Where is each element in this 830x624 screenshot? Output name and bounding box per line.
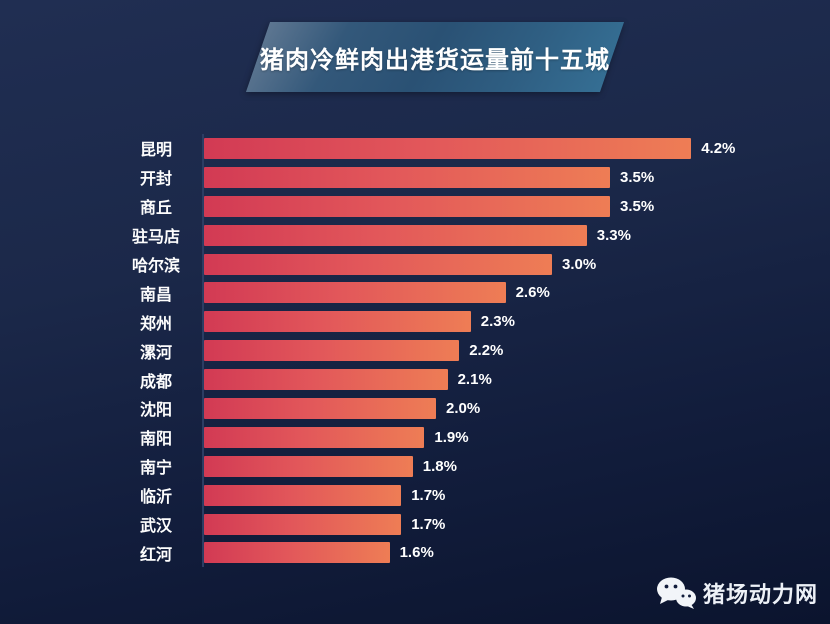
chart-row: 武汉 1.7% <box>0 509 830 539</box>
city-label: 南宁 <box>139 460 172 478</box>
bar-track: 2.6% <box>202 278 830 308</box>
bar-track: 3.5% <box>202 162 830 192</box>
chart-row: 哈尔滨 3.0% <box>0 249 830 279</box>
bar-track: 3.3% <box>202 220 830 250</box>
chart-row: 成都 2.1% <box>0 365 830 395</box>
value-label: 3.5% <box>620 168 655 186</box>
chart-row: 郑州 2.3% <box>0 307 830 337</box>
city-label: 南昌 <box>139 286 172 304</box>
bar <box>204 340 460 362</box>
bar-track: 2.2% <box>202 336 830 366</box>
bar-track: 1.6% <box>202 538 830 568</box>
bar-track: 1.8% <box>202 451 830 481</box>
value-label: 2.0% <box>446 399 481 417</box>
chart-row: 沈阳 2.0% <box>0 394 830 423</box>
bar-track: 1.7% <box>202 509 830 539</box>
bar-track: 3.0% <box>202 249 830 279</box>
value-label: 1.8% <box>422 457 457 475</box>
city-label: 红河 <box>139 546 172 564</box>
city-label: 昆明 <box>139 142 172 160</box>
city-label: 商丘 <box>139 200 172 218</box>
chart-row: 临沂 1.7% <box>0 480 830 510</box>
chart-row: 南阳 1.9% <box>0 422 830 452</box>
value-label: 4.2% <box>701 139 736 157</box>
value-label: 1.7% <box>411 486 446 504</box>
chart-row: 商丘 3.5% <box>0 191 830 221</box>
city-label: 成都 <box>139 373 172 391</box>
bar-track: 2.0% <box>202 394 830 423</box>
bar-track: 4.2% <box>202 134 830 163</box>
value-label: 3.3% <box>596 226 631 244</box>
value-label: 1.6% <box>399 544 434 562</box>
bar <box>204 397 436 419</box>
city-label: 驻马店 <box>131 229 180 247</box>
value-label: 2.3% <box>480 313 515 331</box>
wechat-icon <box>655 576 697 610</box>
bar-chart: 昆明 4.2% 开封 3.5% 商丘 3.5% 驻马店 3.3% 哈尔滨 3.0% 南昌 2.6% 郑州… <box>0 134 830 568</box>
bar <box>204 224 587 246</box>
bar-track: 2.1% <box>202 365 830 395</box>
chart-row: 漯河 2.2% <box>0 336 830 366</box>
bar <box>204 513 402 535</box>
bar <box>204 369 448 391</box>
value-label: 2.6% <box>515 284 550 302</box>
chart-row: 红河 1.6% <box>0 538 830 568</box>
title-banner: 猪肉冷鲜肉出港货运量前十五城 <box>245 22 625 92</box>
city-label: 哈尔滨 <box>131 258 180 275</box>
bar-track: 2.3% <box>202 307 830 337</box>
chart-row: 南昌 2.6% <box>0 278 830 308</box>
bar <box>204 166 610 188</box>
value-label: 3.5% <box>620 197 655 215</box>
city-label: 郑州 <box>139 315 172 333</box>
value-label: 1.9% <box>434 428 469 446</box>
city-label: 临沂 <box>139 489 172 507</box>
bar-track: 1.7% <box>202 480 830 510</box>
chart-row: 开封 3.5% <box>0 162 830 192</box>
page-title: 猪肉冷鲜肉出港货运量前十五城 <box>260 46 610 74</box>
bar <box>204 253 552 275</box>
bar <box>204 484 402 506</box>
bar <box>204 311 471 333</box>
chart-row: 驻马店 3.3% <box>0 220 830 250</box>
city-label: 南阳 <box>139 431 172 449</box>
brand-footer: 猪场动力网 <box>655 576 818 610</box>
value-label: 2.2% <box>469 342 504 360</box>
city-label: 武汉 <box>139 518 172 536</box>
bar-track: 1.9% <box>202 422 830 452</box>
value-label: 3.0% <box>562 255 597 273</box>
value-label: 2.1% <box>457 371 492 389</box>
chart-row: 南宁 1.8% <box>0 451 830 481</box>
bar <box>204 195 610 217</box>
value-label: 1.7% <box>411 515 446 533</box>
city-label: 开封 <box>139 171 172 189</box>
bar <box>204 137 692 159</box>
bar <box>204 282 506 304</box>
bar-track: 3.5% <box>202 191 830 221</box>
city-label: 漯河 <box>139 344 172 362</box>
chart-row: 昆明 4.2% <box>0 134 830 163</box>
bar <box>204 455 413 477</box>
brand-name: 猪场动力网 <box>702 582 818 607</box>
bar <box>204 542 390 564</box>
bar <box>204 426 425 448</box>
city-label: 沈阳 <box>139 402 172 420</box>
